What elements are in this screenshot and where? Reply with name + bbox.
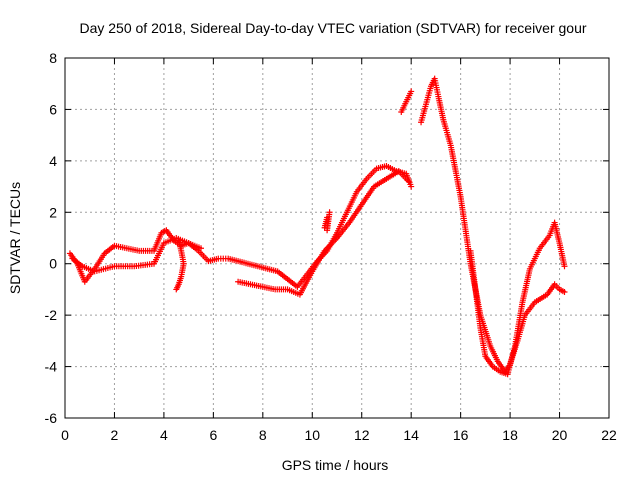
x-axis-label: GPS time / hours <box>282 457 389 473</box>
data-series <box>66 75 568 378</box>
data-point-marker <box>326 209 333 216</box>
series-sat-g <box>418 75 568 375</box>
plot-frame <box>64 57 610 419</box>
y-tick-label: -4 <box>45 359 58 375</box>
data-point-marker <box>175 237 182 244</box>
x-tick-label: 2 <box>111 427 119 443</box>
chart-title: Day 250 of 2018, Sidereal Day-to-day VTE… <box>79 20 586 36</box>
grid <box>65 58 609 418</box>
y-axis-label: SDTVAR / TECUs <box>7 182 23 294</box>
x-tick-label: 0 <box>61 427 69 443</box>
y-tick-label: 2 <box>49 204 57 220</box>
series-sat-a <box>66 163 415 290</box>
y-tick-label: 0 <box>49 256 57 272</box>
data-point-marker <box>198 245 204 252</box>
x-tick-label: 16 <box>453 427 469 443</box>
y-tick-label: -2 <box>45 307 58 323</box>
x-tick-label: 8 <box>259 427 267 443</box>
data-point-marker <box>561 289 568 295</box>
series-sat-h <box>467 219 568 378</box>
series-sat-d <box>173 237 187 293</box>
x-tick-label: 14 <box>403 427 419 443</box>
series-sat-e <box>321 209 333 234</box>
data-point-marker <box>561 263 568 270</box>
y-tick-label: 8 <box>49 50 57 66</box>
x-tick-label: 20 <box>552 427 568 443</box>
series-sat-f <box>398 88 415 115</box>
data-point-marker <box>405 178 412 185</box>
axis-ticks: 0 2 4 6 8 10 12 14 16 18 20 22 -6 -4 -2 0 2 4 6 8 <box>45 50 617 443</box>
x-tick-label: 6 <box>209 427 217 443</box>
data-point-marker <box>408 183 415 190</box>
x-tick-label: 10 <box>304 427 320 443</box>
y-tick-label: -6 <box>45 410 58 426</box>
x-tick-label: 22 <box>601 427 617 443</box>
y-tick-label: 6 <box>49 101 57 117</box>
x-tick-label: 18 <box>502 427 518 443</box>
data-point-marker <box>408 88 415 95</box>
series-sat-b <box>69 235 204 275</box>
y-tick-label: 4 <box>49 153 57 169</box>
x-tick-label: 12 <box>354 427 370 443</box>
series-sat-c <box>235 168 412 298</box>
x-tick-label: 4 <box>160 427 168 443</box>
